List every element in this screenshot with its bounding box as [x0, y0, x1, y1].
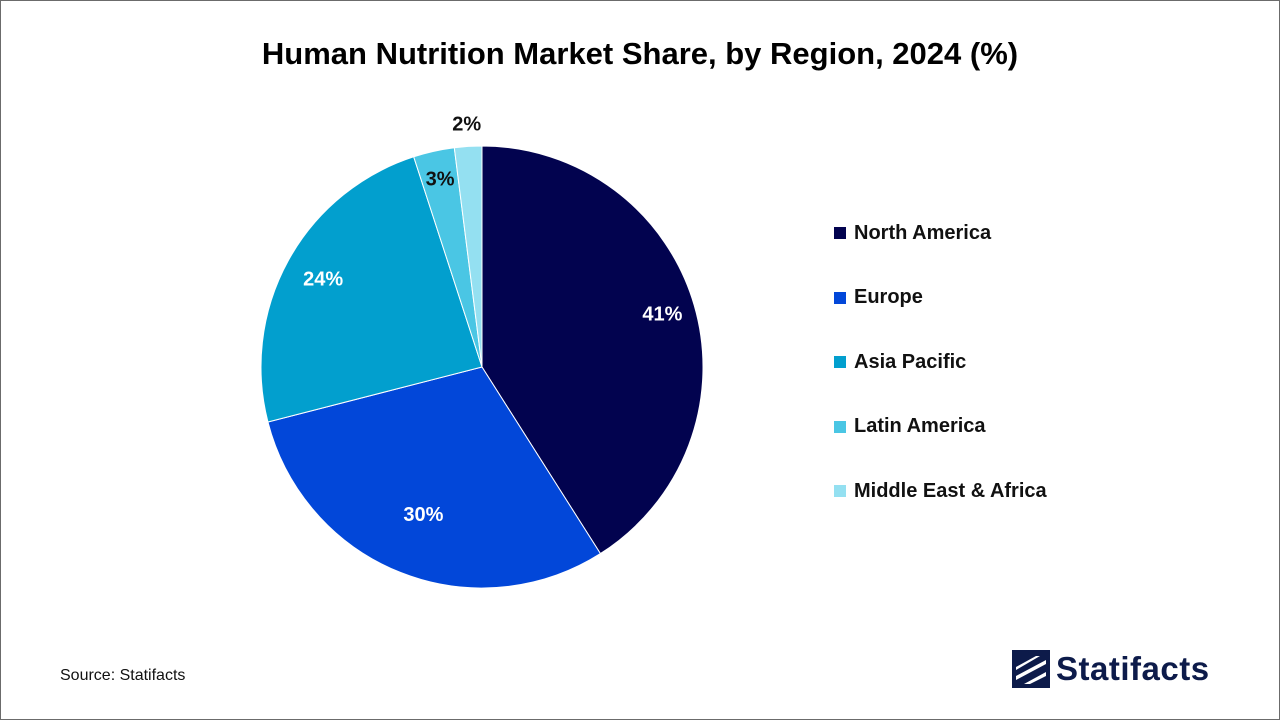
legend-label: Middle East & Africa	[854, 479, 1047, 502]
legend-label: Asia Pacific	[854, 350, 967, 373]
legend-swatch	[834, 291, 846, 304]
legend-item-middle-east-africa: Middle East & Africa	[834, 477, 1047, 505]
statifacts-logo-icon	[1012, 650, 1050, 688]
legend-swatch	[834, 485, 846, 497]
source-note: Source: Statifacts	[60, 667, 186, 684]
legend-label: Latin America	[854, 415, 986, 437]
data-label-north-america: 41%	[642, 304, 682, 326]
pie-slice-europe	[267, 366, 602, 589]
legend-swatch	[834, 356, 846, 368]
brand-logo: Statifacts	[1012, 650, 1210, 688]
pie-slice-north-america	[481, 145, 704, 555]
legend-label: North America	[854, 221, 992, 244]
pie-slice-middle-east-africa	[453, 145, 483, 368]
data-label-europe: 30%	[403, 504, 443, 526]
data-label-middle-east-africa: 2%	[452, 113, 481, 135]
legend-label: Europe	[854, 286, 923, 308]
pie-slice-asia-pacific	[260, 156, 483, 423]
legend-item-europe: Europe	[834, 284, 1047, 312]
brand-name: Statifacts	[1056, 650, 1210, 687]
legend-item-asia-pacific: Asia Pacific	[834, 348, 1047, 376]
legend: North America Europe Asia Pacific Latin Ame…	[834, 219, 1047, 542]
legend-swatch	[834, 227, 846, 239]
data-label-asia-pacific: 24%	[303, 269, 343, 291]
legend-swatch	[834, 420, 846, 433]
legend-item-latin-america: Latin America	[834, 413, 1047, 441]
legend-item-north-america: North America	[834, 219, 1047, 247]
chart-title: Human Nutrition Market Share, by Region,…	[261, 36, 1019, 71]
data-label-latin-america: 3%	[426, 168, 455, 190]
